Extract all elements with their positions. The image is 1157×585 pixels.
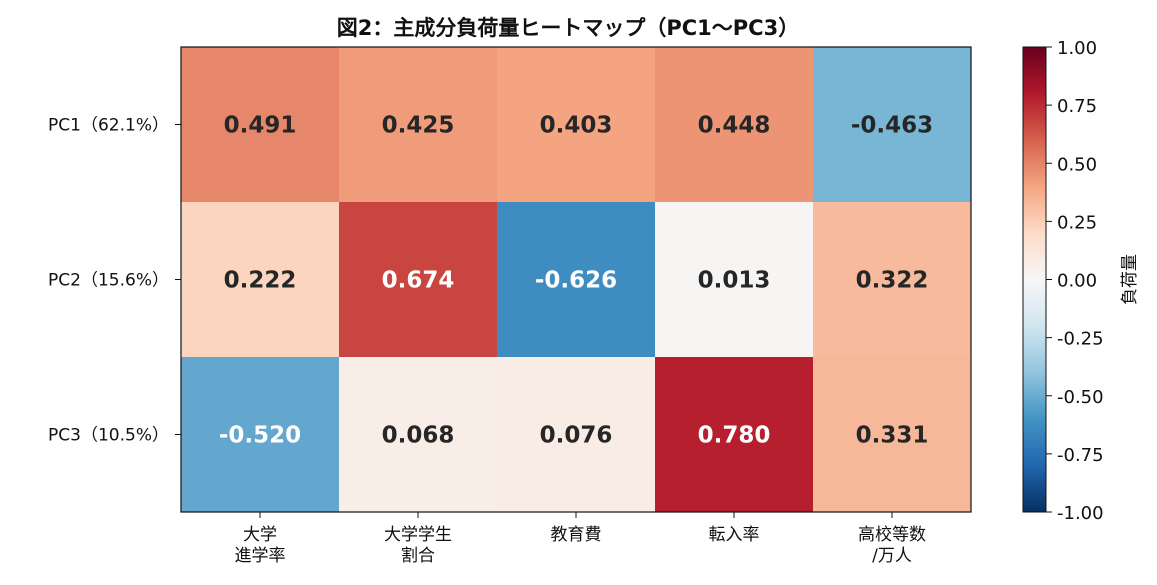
heatmap-cell: [497, 357, 655, 512]
heatmap-cell: [339, 202, 497, 357]
colorbar-tick-label: 1.00: [1057, 38, 1097, 59]
x-tick-label: 大学: [243, 525, 277, 545]
heatmap-cell: [181, 47, 339, 202]
cell-value-label: 0.322: [856, 268, 929, 294]
heatmap-cell: [497, 47, 655, 202]
x-tick-label: 大学学生: [384, 525, 452, 545]
colorbar-tick-label: 0.50: [1057, 154, 1097, 175]
heatmap-cell: [339, 47, 497, 202]
x-tick-label: 割合: [401, 546, 435, 566]
heatmap-cell: [813, 47, 971, 202]
cell-value-label: -0.463: [851, 113, 933, 139]
cell-value-label: -0.520: [219, 423, 301, 449]
colorbar-label: 負荷量: [1120, 254, 1140, 305]
heatmap-cell: [181, 357, 339, 512]
cell-value-label: -0.626: [535, 268, 617, 294]
heatmap-value-labels: 0.491 0.425 0.403 0.448 -0.463 0.222 0.674 -0.6…: [219, 113, 933, 449]
heatmap-cell: [181, 202, 339, 357]
colorbar-tick-label: 0.75: [1057, 96, 1097, 117]
colorbar-tick-label: -1.00: [1057, 503, 1104, 524]
cell-value-label: 0.076: [540, 423, 613, 449]
cell-value-label: 0.222: [224, 268, 297, 294]
heatmap-cell: [497, 202, 655, 357]
heatmap-cell: [813, 202, 971, 357]
y-tick-label: PC1（62.1%）: [48, 116, 169, 136]
heatmap-cell: [813, 357, 971, 512]
x-tick-label: 転入率: [709, 525, 760, 545]
y-axis: PC1（62.1%） PC2（15.6%） PC3（10.5%）: [48, 116, 181, 446]
cell-value-label: 0.448: [698, 113, 771, 139]
y-tick-label: PC3（10.5%）: [48, 426, 169, 446]
cell-value-label: 0.780: [698, 423, 771, 449]
colorbar-gradient: [1023, 47, 1046, 512]
x-tick-label: 教育費: [551, 525, 602, 545]
heatmap-cell: [655, 47, 813, 202]
cell-value-label: 0.403: [540, 113, 613, 139]
colorbar-tick-label: 0.00: [1057, 271, 1097, 292]
colorbar-tick-label: -0.25: [1057, 329, 1104, 350]
heatmap-cell: [339, 357, 497, 512]
colorbar-tick-label: -0.50: [1057, 387, 1104, 408]
cell-value-label: 0.491: [224, 113, 297, 139]
cell-value-label: 0.674: [382, 268, 455, 294]
colorbar-tick-label: -0.75: [1057, 445, 1104, 466]
x-tick-label: /万人: [872, 546, 912, 566]
cell-value-label: 0.331: [856, 423, 929, 449]
colorbar-ticks: 1.00 0.75 0.50 0.25 0.00 -0.25 -0.50 -0.75 -1.00: [1046, 38, 1104, 524]
heatmap-cell: [655, 357, 813, 512]
colorbar-tick-label: 0.25: [1057, 212, 1097, 233]
heatmap-cell: [655, 202, 813, 357]
cell-value-label: 0.068: [382, 423, 455, 449]
cell-value-label: 0.425: [382, 113, 455, 139]
cell-value-label: 0.013: [698, 268, 771, 294]
heatmap-cells: [181, 47, 971, 512]
x-tick-label: 進学率: [235, 546, 286, 566]
x-tick-label: 高校等数: [858, 525, 926, 545]
chart-title: 図2：主成分負荷量ヒートマップ（PC1〜PC3）: [337, 16, 799, 40]
y-tick-label: PC2（15.6%）: [48, 271, 169, 291]
colorbar: 1.00 0.75 0.50 0.25 0.00 -0.25 -0.50 -0.75 -1.00…: [1022, 38, 1140, 524]
